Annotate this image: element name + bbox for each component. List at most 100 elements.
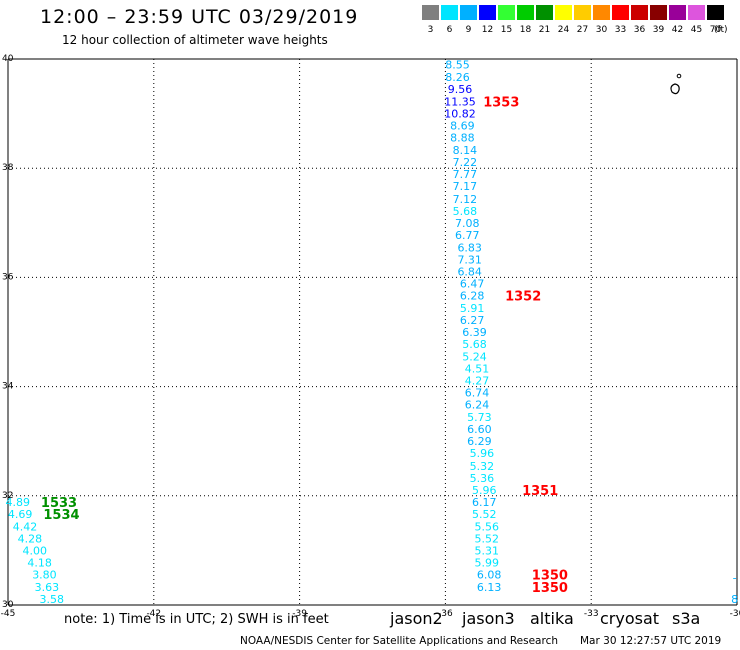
swh-value: 4.51 xyxy=(465,363,490,376)
satellite-cryosat: cryosat xyxy=(600,609,660,628)
legend-label: 12 xyxy=(481,25,494,35)
pass-number-label: 1350 xyxy=(532,568,568,583)
generated-timestamp: Mar 30 12:27:57 UTC 2019 xyxy=(580,635,722,647)
lat-tick-label: 36 xyxy=(2,272,14,282)
legend-swatch xyxy=(536,5,553,20)
swh-value: 6.24 xyxy=(465,399,490,412)
lon-tick-label: -39 xyxy=(292,609,307,619)
note-text: note: 1) Time is in UTC; 2) SWH is in fe… xyxy=(64,612,329,627)
legend-swatch xyxy=(498,5,515,20)
swh-value: 5.96 xyxy=(470,447,495,460)
legend-swatch xyxy=(574,5,591,20)
swh-value: 5.36 xyxy=(470,472,495,485)
legend-label: 15 xyxy=(500,25,513,35)
pass-number-label: 1350 xyxy=(532,581,568,596)
swh-value: 8.69 xyxy=(450,120,475,133)
swh-value: 7.77 xyxy=(453,168,478,181)
legend-swatch xyxy=(669,5,686,20)
legend-unit: (ft) xyxy=(714,25,728,35)
islet-outline xyxy=(676,73,682,79)
lon-tick-label: -33 xyxy=(584,609,599,619)
swh-value: 5.52 xyxy=(474,532,499,545)
swh-value: 5.68 xyxy=(453,205,478,218)
swh-value: 4.00 xyxy=(22,544,47,557)
swh-value: 6.27 xyxy=(460,314,485,327)
swh-value: 6.13 xyxy=(477,581,502,594)
legend-swatch xyxy=(555,5,572,20)
swh-value: 3.63 xyxy=(35,581,60,594)
pass-number-label: 1351 xyxy=(522,484,558,499)
pass-number-label: 1533 xyxy=(41,496,77,511)
lat-tick-label: 40 xyxy=(2,54,14,64)
legend-swatch xyxy=(612,5,629,20)
legend-swatch xyxy=(460,5,477,20)
satellite-s3a: s3a xyxy=(672,609,701,628)
swh-value: 5.52 xyxy=(472,508,497,521)
legend-label: 3 xyxy=(427,25,434,35)
pass-number-label: 1353 xyxy=(483,96,519,111)
legend-swatch xyxy=(441,5,458,20)
credit-line: NOAA/NESDIS Center for Satellite Applica… xyxy=(240,635,558,647)
legend-swatch xyxy=(593,5,610,20)
swh-value: 6.84 xyxy=(457,265,482,278)
legend-label: 42 xyxy=(671,25,684,35)
island-coastline xyxy=(670,73,682,95)
swh-value: 5.31 xyxy=(474,544,499,557)
lon-tick-label: -36 xyxy=(438,609,453,619)
swh-value: 6.60 xyxy=(467,423,492,436)
edge-value: - xyxy=(733,572,737,585)
swh-value: 6.83 xyxy=(457,241,482,254)
legend-label: 39 xyxy=(652,25,665,35)
swh-value: 7.17 xyxy=(453,180,478,193)
page-subtitle: 12 hour collection of altimeter wave hei… xyxy=(62,33,328,47)
lat-tick-label: 30 xyxy=(2,600,14,610)
swh-value: 6.17 xyxy=(472,496,497,509)
swh-value: 7.08 xyxy=(455,217,480,230)
legend-label: 18 xyxy=(519,25,532,35)
map-grid xyxy=(7,58,738,606)
pass-number-label: 1352 xyxy=(505,289,541,304)
legend-label: 27 xyxy=(576,25,589,35)
legend-label: 9 xyxy=(465,25,472,35)
satellite-altika: altika xyxy=(530,609,574,628)
satellite-jason3: jason3 xyxy=(462,609,515,628)
lon-tick-label: -30 xyxy=(730,609,740,619)
island-outline xyxy=(670,83,680,95)
swh-value: 6.28 xyxy=(460,289,485,302)
swh-value: 6.29 xyxy=(467,435,492,448)
swh-value: 3.58 xyxy=(39,593,64,606)
swh-value: 10.82 xyxy=(444,108,476,121)
swh-value: 5.91 xyxy=(460,302,485,315)
swh-value: 5.68 xyxy=(462,338,487,351)
swh-value: 6.08 xyxy=(477,568,502,581)
legend-swatch xyxy=(631,5,648,20)
note-body: 1) Time is in UTC; 2) SWH is in feet xyxy=(101,612,329,627)
wave-height-observations: 8.558.269.5611.3510.828.698.888.147.227.… xyxy=(5,58,738,606)
swh-value: 4.69 xyxy=(8,508,33,521)
swh-value: 4.89 xyxy=(5,496,30,509)
lat-tick-label: 32 xyxy=(2,491,13,501)
edge-value: 8 xyxy=(731,593,738,606)
swh-value: 6.39 xyxy=(462,326,487,339)
swh-value: 5.96 xyxy=(472,484,497,497)
swh-value: 4.27 xyxy=(465,375,490,388)
legend-label: 24 xyxy=(557,25,570,35)
legend-label: 36 xyxy=(633,25,646,35)
swh-value: 4.28 xyxy=(18,532,43,545)
swh-value: 8.14 xyxy=(453,144,478,157)
swh-value: 5.32 xyxy=(470,460,495,473)
legend-label: 70 xyxy=(709,25,722,35)
swh-value: 6.77 xyxy=(455,229,480,242)
swh-value: 7.31 xyxy=(457,253,482,266)
lon-tick-label: -45 xyxy=(1,609,16,619)
legend-swatch xyxy=(517,5,534,20)
swh-value: 5.99 xyxy=(474,556,499,569)
legend-swatch xyxy=(688,5,705,20)
swh-value: 11.35 xyxy=(444,96,476,109)
satellite-jason2: jason2 xyxy=(390,609,443,628)
swh-value: 5.73 xyxy=(467,411,492,424)
swh-value: 5.24 xyxy=(462,351,487,364)
swh-value: 8.26 xyxy=(445,71,470,84)
swh-value: 6.74 xyxy=(465,387,490,400)
